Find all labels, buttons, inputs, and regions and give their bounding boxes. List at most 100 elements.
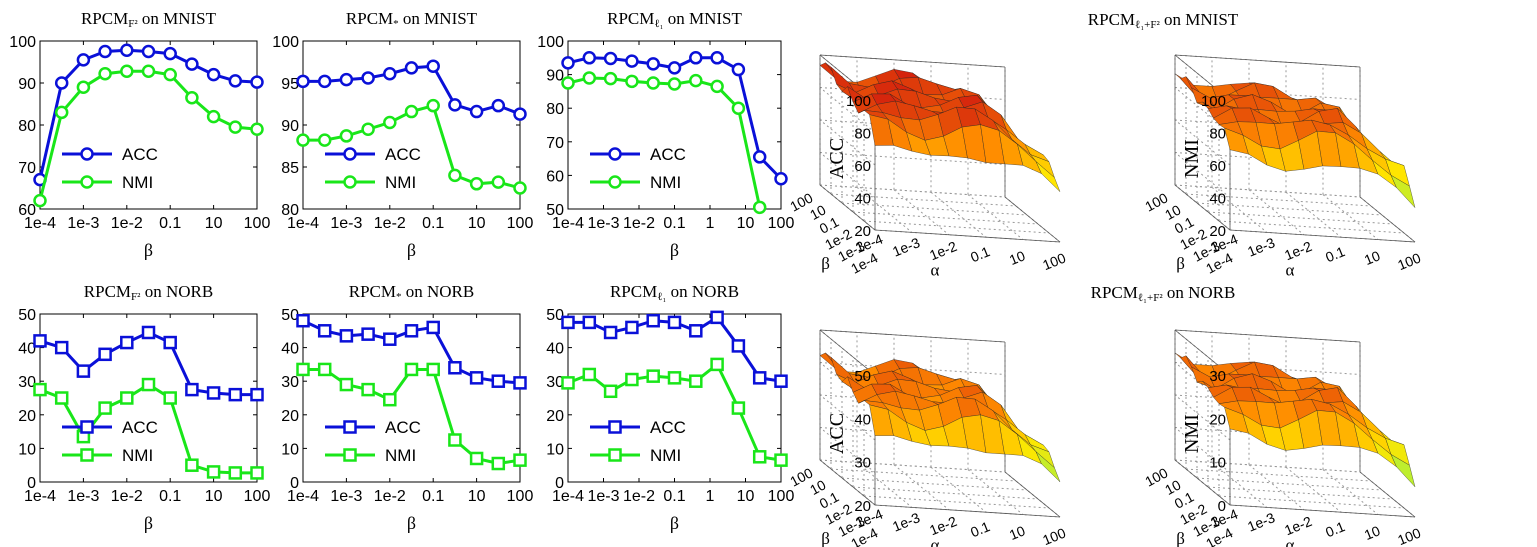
data-point-acc xyxy=(752,150,767,164)
grid-line xyxy=(1174,119,1361,133)
y-tick-label: 40 xyxy=(18,341,36,358)
legend-marker-nmi xyxy=(343,175,357,189)
data-point-nmi xyxy=(625,372,639,387)
data-point-acc xyxy=(383,332,397,346)
data-point-acc xyxy=(491,98,506,113)
data-point-acc xyxy=(646,57,660,71)
beta-tick-label: 10 xyxy=(807,476,828,498)
legend-label-nmi: NMI xyxy=(122,173,153,192)
axis-edge xyxy=(1174,459,1231,506)
legend-marker-nmi xyxy=(80,175,94,189)
y-tick-label: 100 xyxy=(272,34,299,51)
axis-edge xyxy=(819,54,1006,68)
x-axis-label: β xyxy=(670,513,679,533)
data-point-nmi xyxy=(98,401,112,415)
axis-edge xyxy=(1174,329,1361,343)
y-tick-label: 10 xyxy=(18,441,36,458)
title-main: RPCM xyxy=(610,282,657,301)
data-point-acc xyxy=(582,51,597,65)
grid-line xyxy=(1174,459,1361,473)
data-point-nmi xyxy=(141,64,156,78)
data-point-acc xyxy=(383,67,397,81)
data-point-acc xyxy=(339,329,354,343)
series-line-nmi xyxy=(567,76,762,208)
data-point-nmi xyxy=(513,453,527,467)
grid-line xyxy=(1211,462,1268,508)
grid-line xyxy=(852,211,1039,225)
data-point-nmi xyxy=(646,369,660,383)
z-tick-label: 20 xyxy=(854,498,871,515)
grid-line xyxy=(1196,202,1383,216)
z-tick-label: 100 xyxy=(1201,93,1226,110)
x-axis-label: β xyxy=(670,240,679,260)
legend-marker-nmi xyxy=(608,175,622,189)
y-tick-label: 0 xyxy=(27,475,36,492)
data-point-nmi xyxy=(296,362,310,377)
legend-label-acc: ACC xyxy=(122,145,158,164)
alpha-axis-label: α xyxy=(1286,536,1295,547)
data-point-acc xyxy=(141,44,156,59)
data-point-acc xyxy=(185,57,199,71)
data-point-nmi xyxy=(185,458,199,472)
plot-frame xyxy=(302,313,521,483)
alpha-tick-label: 1e-2 xyxy=(927,513,959,538)
data-point-acc xyxy=(752,371,767,385)
data-point-acc xyxy=(469,371,484,385)
x-tick-label: 1 xyxy=(706,488,715,505)
data-point-acc xyxy=(120,335,134,350)
data-point-nmi xyxy=(625,74,639,89)
line-chart-l1-mnist: RPCMℓ₁ on MNIST 50 60 70 80 90 100 1e-4 1e-3 1e-2… xyxy=(537,9,794,260)
data-point-nmi xyxy=(339,129,354,143)
x-tick-label: 100 xyxy=(244,488,271,505)
z-axis-label: ACC xyxy=(826,413,848,454)
y-tick-label: 60 xyxy=(18,202,36,219)
alpha-tick-label: 10 xyxy=(1362,247,1383,268)
data-point-nmi xyxy=(54,391,69,405)
y-tick-label: 100 xyxy=(9,34,36,51)
z-tick-label: 40 xyxy=(854,191,871,208)
data-point-acc xyxy=(361,71,375,85)
x-tick-label: 1e-4 xyxy=(287,215,319,232)
data-point-nmi xyxy=(731,101,746,115)
grid-line xyxy=(819,152,876,198)
data-point-acc xyxy=(561,56,575,70)
data-point-acc xyxy=(228,387,243,402)
data-point-nmi xyxy=(404,104,419,119)
alpha-tick-label: 0.1 xyxy=(1323,518,1347,540)
x-tick-label: 10 xyxy=(468,215,486,232)
grid-line xyxy=(893,464,950,511)
grid-line xyxy=(1174,362,1361,375)
z-tick-label: 30 xyxy=(854,455,871,472)
z-axis-label: NMI xyxy=(1181,414,1203,453)
x-tick-label: 1e-2 xyxy=(623,215,655,232)
data-point-nmi xyxy=(98,67,112,81)
legend-marker-nmi xyxy=(80,448,94,462)
chart-title: RPCMF² on NORB xyxy=(84,282,213,303)
legend-marker-nmi xyxy=(608,448,622,462)
grid-line xyxy=(1218,495,1405,509)
legend-label-acc: ACC xyxy=(385,145,421,164)
data-point-acc xyxy=(296,74,310,89)
data-point-acc xyxy=(646,313,660,328)
z-tick-label: 80 xyxy=(854,126,871,143)
beta-axis-label: β xyxy=(1176,529,1185,547)
grid-line xyxy=(1174,394,1361,408)
data-point-nmi xyxy=(752,200,767,215)
grid-line xyxy=(1211,187,1268,233)
data-point-acc xyxy=(491,374,506,388)
grid-line xyxy=(1185,468,1372,482)
axis-edge xyxy=(874,504,1061,518)
data-point-nmi xyxy=(206,465,221,479)
data-point-nmi xyxy=(33,382,47,397)
x-tick-label: 1e-2 xyxy=(374,215,406,232)
data-point-nmi xyxy=(426,98,440,113)
data-point-nmi xyxy=(513,181,527,195)
data-point-acc xyxy=(361,327,375,341)
beta-tick-label: 10 xyxy=(807,201,828,223)
beta-axis-label: β xyxy=(821,254,830,273)
axis-edge xyxy=(819,184,876,231)
surface-chart-mnist-surface: RPCMℓ₁+F² on MNIST 20 40 60 80 100 ACC 100 10 0.1… xyxy=(787,10,1423,280)
legend-marker-acc xyxy=(608,147,622,161)
grid-line xyxy=(819,427,1006,440)
